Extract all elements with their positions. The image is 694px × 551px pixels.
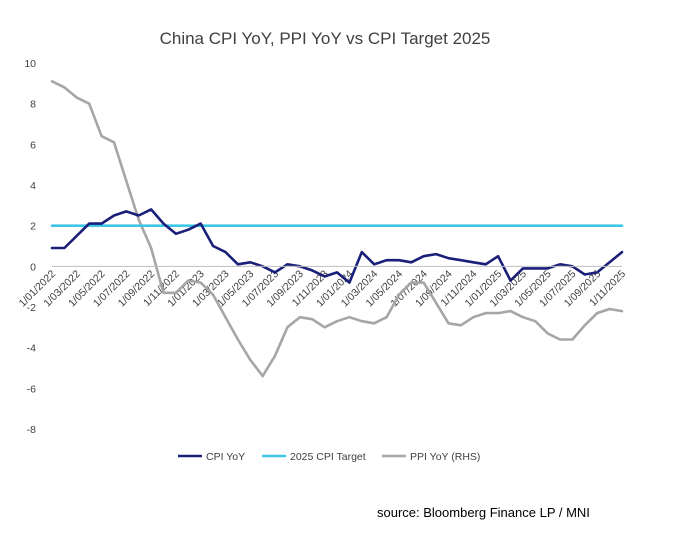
legend-item-ppi-yoy-label: PPI YoY (RHS) (410, 451, 480, 463)
cpi-yoy-line (50, 208, 624, 284)
y-tick-label: 2 (30, 221, 36, 233)
y-tick-label: -2 (27, 302, 36, 314)
y-tick-label: 8 (30, 99, 36, 111)
chart-title: China CPI YoY, PPI YoY vs CPI Target 202… (160, 29, 491, 48)
y-tick-label: -8 (27, 424, 36, 436)
legend-item-cpi-target-label: 2025 CPI Target (290, 451, 366, 463)
y-tick-label: 10 (24, 58, 36, 70)
y-tick-label: 6 (30, 139, 36, 151)
y-tick-label: -6 (27, 383, 36, 395)
ppi-yoy-line (50, 80, 624, 378)
legend-item-cpi-yoy-label: CPI YoY (206, 451, 245, 463)
series-lines (50, 80, 624, 378)
legend: CPI YoY 2025 CPI Target PPI YoY (RHS) (178, 451, 480, 463)
y-tick-label: 4 (30, 180, 36, 192)
y-tick-label: -4 (27, 343, 36, 355)
y-tick-label: 0 (30, 261, 36, 273)
source-note: source: Bloomberg Finance LP / MNI (377, 505, 590, 520)
y-axis-ticks: 10 8 6 4 2 0 -2 -4 -6 -8 (24, 58, 36, 436)
